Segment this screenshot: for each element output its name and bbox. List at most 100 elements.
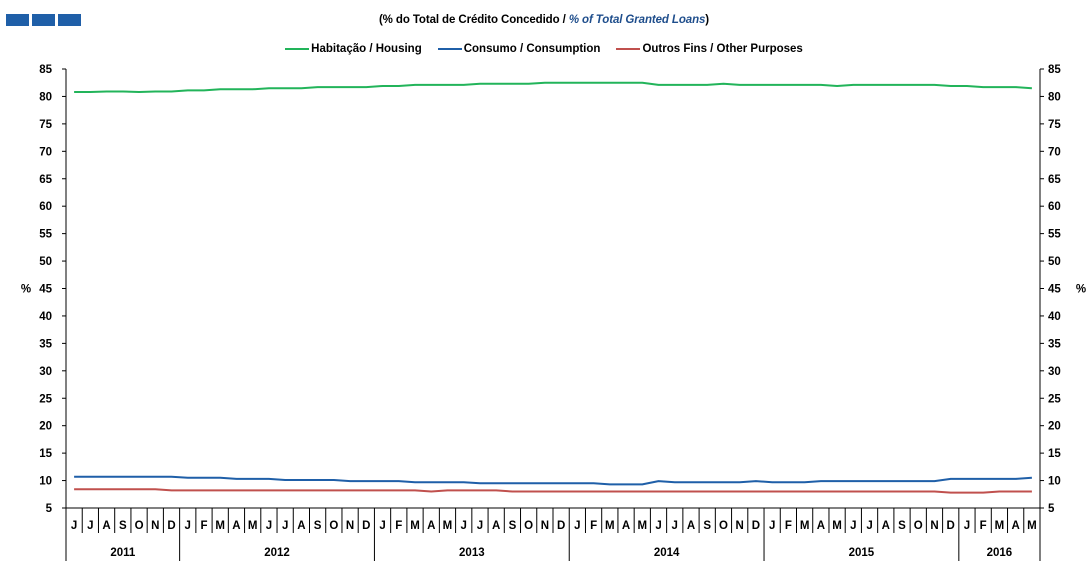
x-tick-label: M [605, 520, 615, 532]
x-tick-label: M [832, 520, 842, 532]
y-tick-label-right: 25 [1048, 393, 1061, 405]
x-tick-label: D [362, 520, 370, 532]
x-tick-label: A [297, 520, 305, 532]
x-tick-label: D [167, 520, 175, 532]
y-tick-label-left: 45 [39, 284, 52, 296]
x-tick-label: A [427, 520, 435, 532]
x-tick-label: M [800, 520, 810, 532]
x-tick-label: J [87, 520, 93, 532]
x-tick-label: D [752, 520, 760, 532]
y-tick-label-left: 55 [39, 229, 52, 241]
series-line-3 [74, 488, 1032, 494]
logo-blocks [6, 14, 81, 26]
y-tick-label-left: 80 [39, 91, 52, 103]
x-tick-label: M [637, 520, 647, 532]
x-tick-label: M [410, 520, 420, 532]
x-tick-label: J [266, 520, 272, 532]
x-tick-label: J [185, 520, 191, 532]
y-axis-label-right: % [1076, 284, 1086, 296]
x-tick-label: A [622, 520, 630, 532]
x-tick-label: F [395, 520, 402, 532]
x-tick-label: J [379, 520, 385, 532]
x-tick-label: N [736, 520, 744, 532]
x-tick-label: A [1011, 520, 1019, 532]
y-tick-label-left: 65 [39, 174, 52, 186]
x-tick-label: A [102, 520, 110, 532]
y-tick-label-right: 10 [1048, 476, 1061, 488]
y-tick-label-left: 60 [39, 201, 52, 213]
legend-label: Consumo / Consumption [463, 43, 601, 55]
y-tick-label-left: 30 [39, 366, 52, 378]
y-tick-label-right: 75 [1048, 119, 1061, 131]
y-tick-label-left: 25 [39, 393, 52, 405]
x-tick-label: J [282, 520, 288, 532]
subtitle-pt: (% do Total de Crédito Concedido / [378, 14, 569, 26]
year-label: 2014 [654, 547, 680, 559]
x-tick-label: O [524, 520, 533, 532]
legend-swatch [616, 48, 641, 50]
legend-item: Outros Fins / Other Purposes [616, 43, 803, 55]
y-tick-label-left: 20 [39, 421, 52, 433]
series-line-1 [74, 81, 1032, 93]
y-tick-label-left: 10 [39, 476, 52, 488]
x-tick-label: M [1027, 520, 1037, 532]
x-tick-label: A [817, 520, 825, 532]
x-tick-label: F [590, 520, 597, 532]
year-label: 2015 [849, 547, 875, 559]
x-tick-label: A [232, 520, 240, 532]
y-tick-label-right: 30 [1048, 366, 1061, 378]
x-tick-label: J [461, 520, 467, 532]
chart-legend: Habitação / Housing Consumo / Consumption… [0, 43, 1088, 55]
x-tick-label: M [995, 520, 1005, 532]
subtitle-en: % of Total Granted Loans [568, 14, 706, 26]
y-tick-label-right: 45 [1048, 284, 1061, 296]
series-line-2 [74, 475, 1032, 486]
x-tick-label: M [443, 520, 453, 532]
y-tick-label-right: 50 [1048, 256, 1061, 268]
y-tick-label-right: 65 [1048, 174, 1061, 186]
y-tick-label-right: 20 [1048, 421, 1061, 433]
x-tick-label: J [769, 520, 775, 532]
y-tick-label-right: 70 [1048, 146, 1061, 158]
x-tick-label: O [719, 520, 728, 532]
x-tick-label: A [687, 520, 695, 532]
x-tick-label: F [980, 520, 987, 532]
legend-label: Outros Fins / Other Purposes [642, 43, 803, 55]
x-tick-label: S [509, 520, 517, 532]
chart-subtitle: (% do Total de Crédito Concedido / % of … [0, 14, 1088, 26]
x-tick-label: J [866, 520, 872, 532]
year-label: 2012 [264, 547, 290, 559]
x-tick-label: O [329, 520, 338, 532]
x-tick-label: N [930, 520, 938, 532]
x-tick-label: N [151, 520, 159, 532]
year-label: 2013 [459, 547, 485, 559]
y-tick-label-right: 15 [1048, 448, 1061, 460]
x-tick-label: D [947, 520, 955, 532]
legend-swatch [285, 48, 310, 50]
x-tick-label: J [850, 520, 856, 532]
y-tick-label-left: 35 [39, 338, 52, 350]
x-tick-label: J [964, 520, 970, 532]
x-tick-label: F [785, 520, 792, 532]
legend-label: Habitação / Housing [311, 43, 422, 55]
x-tick-label: S [898, 520, 906, 532]
y-tick-label-right: 85 [1048, 64, 1061, 76]
y-tick-label-right: 60 [1048, 201, 1061, 213]
y-tick-label-right: 5 [1048, 503, 1055, 515]
x-tick-label: O [135, 520, 144, 532]
y-tick-label-right: 55 [1048, 229, 1061, 241]
y-tick-label-left: 40 [39, 311, 52, 323]
y-tick-label-left: 75 [39, 119, 52, 131]
x-tick-label: A [492, 520, 500, 532]
year-label: 2016 [987, 547, 1013, 559]
year-label: 2011 [110, 547, 136, 559]
y-axis-label-left: % [21, 284, 31, 296]
x-tick-label: N [346, 520, 354, 532]
x-tick-label: S [119, 520, 127, 532]
legend-swatch [437, 48, 462, 50]
x-tick-label: A [882, 520, 890, 532]
legend-item: Habitação / Housing [285, 43, 422, 55]
y-tick-label-left: 15 [39, 448, 52, 460]
y-tick-label-right: 35 [1048, 338, 1061, 350]
